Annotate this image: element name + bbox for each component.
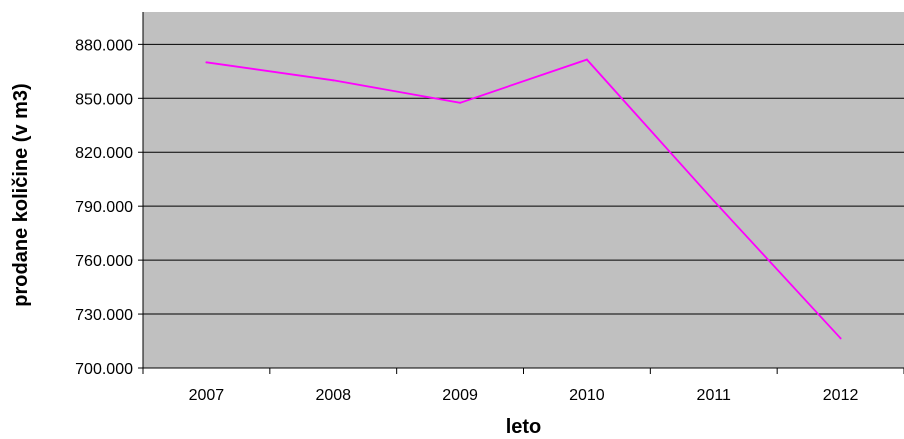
plot-area bbox=[143, 12, 904, 368]
series-point bbox=[839, 337, 842, 340]
series-point bbox=[332, 79, 335, 82]
y-axis-title: prodane količine (v m3) bbox=[10, 83, 32, 306]
gridlines bbox=[143, 43, 904, 315]
series-point bbox=[459, 101, 462, 104]
y-tick-label: 880.000 bbox=[75, 37, 133, 54]
x-tick-label: 2011 bbox=[697, 387, 732, 404]
x-tick-labels: 2007 2008 2009 2010 2011 2012 bbox=[189, 387, 859, 404]
series-layer bbox=[205, 58, 842, 340]
series-point bbox=[712, 199, 715, 202]
x-tick-label: 2007 bbox=[189, 387, 225, 404]
x-tick-label: 2012 bbox=[823, 387, 859, 404]
series-line bbox=[206, 58, 842, 339]
x-tick-label: 2008 bbox=[315, 387, 351, 404]
y-tick-label: 760.000 bbox=[75, 253, 133, 270]
x-tick-label: 2010 bbox=[569, 387, 605, 404]
y-tick-label: 790.000 bbox=[75, 199, 133, 216]
series-point bbox=[585, 58, 588, 61]
y-tick-label: 700.000 bbox=[75, 361, 133, 378]
axes bbox=[138, 12, 904, 374]
y-tick-label: 820.000 bbox=[75, 145, 133, 162]
y-tick-label: 850.000 bbox=[75, 91, 133, 108]
x-tick-label: 2009 bbox=[442, 387, 478, 404]
y-tick-label: 730.000 bbox=[75, 307, 133, 324]
y-tick-labels: 700.000 730.000 760.000 790.000 820.000 850.0… bbox=[75, 37, 133, 378]
x-axis-title: leto bbox=[506, 416, 542, 438]
series-point bbox=[205, 61, 208, 64]
